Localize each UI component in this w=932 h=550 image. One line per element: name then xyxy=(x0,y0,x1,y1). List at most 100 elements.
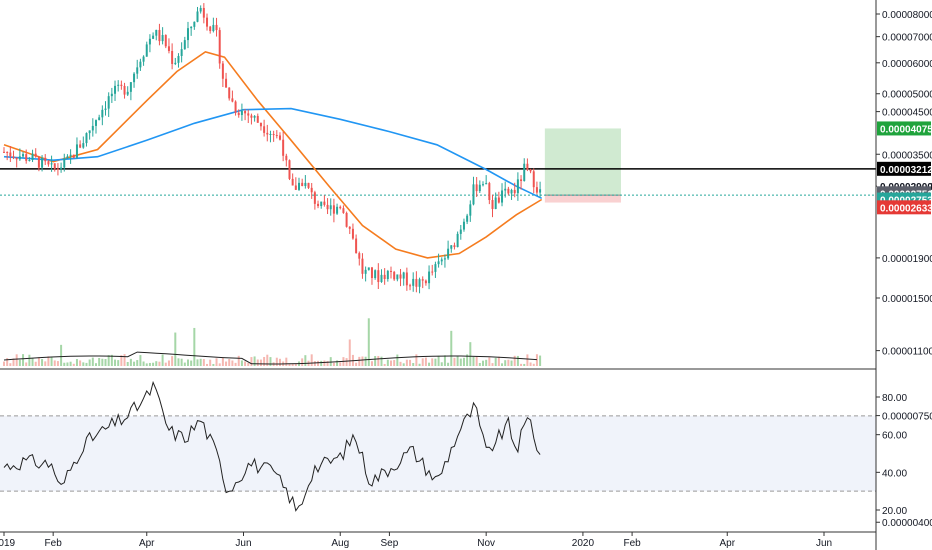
time-tick-label: Feb xyxy=(623,538,641,549)
volume-bar xyxy=(535,354,538,366)
candle-body xyxy=(282,139,285,156)
candle-body xyxy=(342,208,345,213)
volume-bar xyxy=(167,360,170,366)
rsi-tick-label: 80.00 xyxy=(882,393,907,404)
candle-body xyxy=(520,179,523,182)
volume-bar xyxy=(221,358,224,366)
volume-bar xyxy=(462,357,465,366)
rsi-tick-label: 60.00 xyxy=(882,431,907,442)
candle-body xyxy=(459,229,462,234)
price-tick-label: 0.00006000 xyxy=(882,59,932,70)
candle-body xyxy=(440,259,443,262)
volume-bar xyxy=(212,363,215,366)
volume-bar xyxy=(539,355,542,366)
volume-bar xyxy=(361,356,364,366)
volume-bar xyxy=(472,356,475,366)
volume-bar xyxy=(285,357,288,366)
volume-bar xyxy=(428,362,431,366)
time-tick-label: Apr xyxy=(139,538,155,549)
volume-bar xyxy=(345,358,348,366)
candle-body xyxy=(79,144,82,148)
volume-bar xyxy=(317,360,320,366)
volume-bar xyxy=(237,355,240,366)
candle-body xyxy=(329,205,332,210)
volume-bar xyxy=(529,362,532,366)
volume-bar xyxy=(6,358,9,366)
horizontal-line[interactable] xyxy=(0,168,876,196)
volume-bar xyxy=(206,363,209,366)
volume-bar xyxy=(75,359,78,366)
candle-body xyxy=(161,35,164,42)
candle-body xyxy=(450,245,453,249)
volume-bar xyxy=(291,363,294,366)
candle-body xyxy=(317,203,320,207)
volume-bar xyxy=(152,362,155,366)
candle-body xyxy=(98,117,101,121)
volume-bar xyxy=(459,358,462,366)
candle-body xyxy=(272,133,275,136)
candle-body xyxy=(41,157,44,168)
candle-body xyxy=(443,258,446,260)
volume-bar xyxy=(294,363,297,366)
candle-body xyxy=(148,38,151,45)
volume-bar xyxy=(367,318,370,366)
candle-body xyxy=(234,101,237,113)
time-tick-label: 2019 xyxy=(0,538,16,549)
candle-body xyxy=(504,188,507,191)
candle-body xyxy=(88,130,91,134)
candle-body xyxy=(370,267,373,279)
candle-body xyxy=(123,85,126,95)
volume-bar xyxy=(88,359,91,366)
target-price-badge: 0.00004075 xyxy=(880,124,932,135)
volume-bar xyxy=(171,356,174,366)
candle-body xyxy=(133,73,136,83)
volume-bar xyxy=(41,359,44,366)
candle-body xyxy=(171,50,174,64)
volume-bar xyxy=(114,359,117,366)
candle-body xyxy=(278,135,281,140)
volume-bar xyxy=(320,360,323,366)
candle-body xyxy=(485,183,488,185)
volume-bar xyxy=(94,363,97,366)
volume-bar xyxy=(126,361,129,366)
candle-body xyxy=(9,152,12,157)
volume-bar xyxy=(82,362,85,366)
candle-body xyxy=(386,270,389,280)
candle-body xyxy=(535,187,538,193)
rsi-panel[interactable] xyxy=(0,380,876,512)
candle-body xyxy=(44,157,47,162)
candle-body xyxy=(259,122,262,127)
volume-bar xyxy=(196,359,199,366)
candle-body xyxy=(323,201,326,205)
volume-bar xyxy=(240,360,243,366)
rsi-tick-label: 20.00 xyxy=(882,506,907,517)
volume-bar xyxy=(148,362,151,366)
volume-bar xyxy=(412,363,415,366)
candle-body xyxy=(202,7,205,18)
volume-bar xyxy=(355,362,358,366)
volume-bar xyxy=(278,358,281,366)
candle-body xyxy=(126,91,129,95)
moving-averages xyxy=(3,51,543,259)
volume-bar xyxy=(110,354,113,366)
volume-bar xyxy=(253,356,256,366)
candle-body xyxy=(253,115,256,118)
volume-bar xyxy=(91,357,94,366)
candle-body xyxy=(501,190,504,203)
candle-body xyxy=(510,189,513,194)
volume-bar xyxy=(72,363,75,366)
candle-body xyxy=(206,17,209,27)
candle-body xyxy=(332,205,335,214)
volume-bar xyxy=(440,362,443,366)
long-position-tool[interactable] xyxy=(544,128,621,203)
volume-bar xyxy=(129,358,132,366)
volume-bar xyxy=(133,361,136,366)
candle-body xyxy=(466,215,469,222)
candle-body xyxy=(313,192,316,204)
candle-body xyxy=(364,269,367,274)
candle-body xyxy=(72,154,75,158)
candlestick-series xyxy=(3,3,542,294)
candle-body xyxy=(266,132,269,135)
